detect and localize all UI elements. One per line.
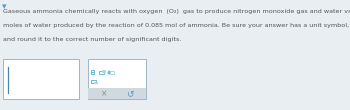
FancyBboxPatch shape (91, 72, 95, 74)
FancyBboxPatch shape (94, 82, 97, 83)
FancyBboxPatch shape (91, 70, 95, 72)
Text: moles of water produced by the reaction of 0.085 mol of ammonia. Be sure your an: moles of water produced by the reaction … (3, 23, 350, 28)
Text: ×: × (101, 89, 107, 98)
FancyBboxPatch shape (88, 59, 146, 99)
Text: and round it to the correct number of significant digits.: and round it to the correct number of si… (3, 37, 181, 42)
Text: Gaseous ammonia chemically reacts with oxygen  (O₂)  gas to produce nitrogen mon: Gaseous ammonia chemically reacts with o… (3, 9, 350, 14)
FancyBboxPatch shape (91, 80, 96, 82)
FancyBboxPatch shape (99, 71, 104, 74)
FancyBboxPatch shape (88, 88, 146, 99)
Text: ▾: ▾ (2, 2, 6, 11)
Text: ↺: ↺ (126, 89, 134, 98)
FancyBboxPatch shape (110, 71, 114, 74)
FancyBboxPatch shape (3, 59, 79, 99)
FancyBboxPatch shape (102, 71, 105, 72)
